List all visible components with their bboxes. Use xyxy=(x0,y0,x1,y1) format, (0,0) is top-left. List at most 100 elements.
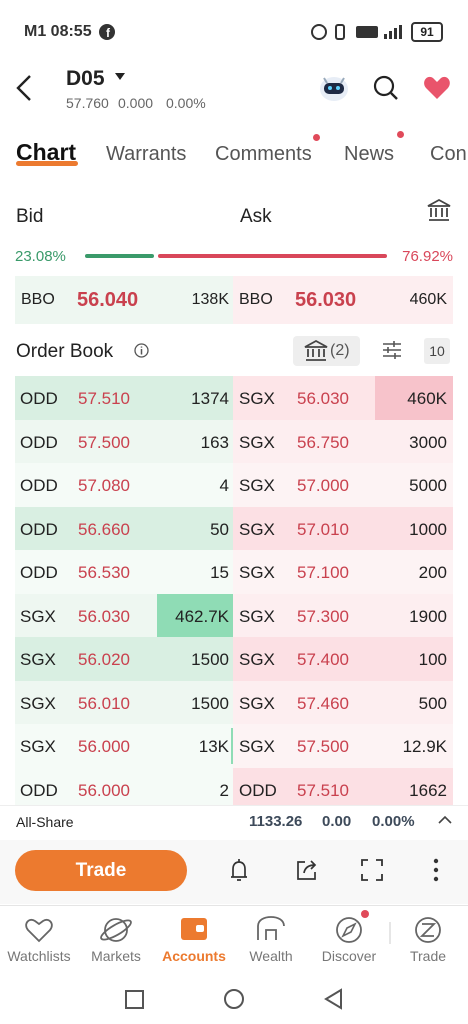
ask-row[interactable] xyxy=(233,637,453,681)
ask-row[interactable] xyxy=(233,724,453,768)
favorite-button[interactable] xyxy=(423,76,451,100)
fullscreen-button[interactable] xyxy=(361,859,383,881)
tab[interactable]: Con xyxy=(430,143,467,165)
bbo-bid-price: 56.040 xyxy=(77,289,139,311)
price-change: 0.000 xyxy=(118,95,154,111)
bid-row[interactable] xyxy=(15,724,233,768)
bid-price: 56.530 xyxy=(78,563,130,582)
nav-icons xyxy=(25,910,441,944)
nav-item[interactable]: Trade xyxy=(409,948,447,964)
ask-row[interactable] xyxy=(233,550,453,594)
bid-exchange: ODD xyxy=(20,389,58,408)
nav-item[interactable]: Watchlists xyxy=(7,948,71,964)
bid-price: 56.000 xyxy=(78,780,130,800)
ask-size: 1662 xyxy=(409,780,447,800)
active-tab-indicator xyxy=(16,161,78,166)
order-book-title: Order Book xyxy=(16,341,114,362)
ask-row[interactable] xyxy=(233,767,453,811)
bid-row[interactable] xyxy=(15,767,233,811)
bid-row[interactable] xyxy=(15,680,233,724)
bbo-label: BBO xyxy=(239,291,273,308)
ask-size: 200 xyxy=(418,563,447,582)
battery: 91 xyxy=(411,22,443,42)
ask-price: 56.030 xyxy=(297,389,349,408)
expand-caret[interactable] xyxy=(438,815,452,825)
tab[interactable]: Comments xyxy=(215,143,312,165)
info-icon[interactable] xyxy=(134,343,149,358)
bid-price: 57.080 xyxy=(78,476,130,495)
ask-price: 57.510 xyxy=(297,780,349,800)
bid-size: 50 xyxy=(210,519,229,539)
bid-exchange: SGX xyxy=(20,737,56,756)
ask-size: 100 xyxy=(418,650,447,669)
bid-row[interactable] xyxy=(15,637,233,681)
nav-item[interactable]: Discover xyxy=(321,948,377,964)
bid-size: 15 xyxy=(210,563,229,582)
depth-selector[interactable]: 10 xyxy=(424,338,450,364)
search-button[interactable] xyxy=(373,75,399,101)
ask-exchange: SGX xyxy=(239,389,275,408)
ask-exchange: SGX xyxy=(239,606,275,626)
bid-price: 56.010 xyxy=(78,693,130,713)
ask-price: 56.750 xyxy=(297,432,349,452)
nav-item[interactable]: Markets xyxy=(91,948,141,964)
bid-row[interactable] xyxy=(15,506,233,550)
size-highlight xyxy=(375,376,453,420)
tab[interactable]: News xyxy=(344,143,395,165)
assistant-icon[interactable] xyxy=(318,72,350,104)
nav-item[interactable]: Accounts xyxy=(162,948,226,964)
ask-row[interactable] xyxy=(233,506,453,550)
bid-size: 462.7K xyxy=(175,606,229,626)
bid-price: 56.030 xyxy=(78,606,130,626)
exchange-count: (2) xyxy=(330,342,350,359)
tab[interactable]: Chart xyxy=(16,139,77,165)
ask-exchange: SGX xyxy=(239,563,275,582)
bbo-label: BBO xyxy=(21,291,55,308)
system-nav xyxy=(125,988,342,1010)
bid-row[interactable] xyxy=(15,419,233,463)
nav-item[interactable]: Wealth xyxy=(249,948,293,964)
ask-size: 460K xyxy=(407,389,447,408)
exchange-filter[interactable] xyxy=(293,336,360,366)
share-button[interactable] xyxy=(295,858,319,882)
alert-button[interactable] xyxy=(227,858,251,882)
badge-dot xyxy=(313,134,320,141)
settings-button[interactable] xyxy=(381,340,403,360)
bid-label: Bid xyxy=(16,206,44,227)
last-price: 57.760 xyxy=(66,95,109,111)
bid-size: 4 xyxy=(219,476,229,495)
badge-dot xyxy=(397,131,404,138)
tab[interactable]: Warrants xyxy=(106,143,187,165)
ask-price: 57.000 xyxy=(297,476,349,495)
ask-row[interactable] xyxy=(233,593,453,637)
back-button[interactable] xyxy=(14,74,34,102)
bid-size: 1374 xyxy=(191,389,229,408)
bid-row[interactable] xyxy=(15,376,233,420)
bid-exchange: ODD xyxy=(20,519,58,539)
bid-row[interactable] xyxy=(15,463,233,507)
bid-row[interactable] xyxy=(15,550,233,594)
bid-exchange: SGX xyxy=(20,693,56,713)
facebook-icon: f xyxy=(99,24,115,40)
ask-row[interactable] xyxy=(233,680,453,724)
ask-percent: 76.92% xyxy=(402,248,453,265)
index-bar[interactable] xyxy=(0,805,468,840)
bid-price: 57.500 xyxy=(78,432,130,452)
bid-ratio xyxy=(85,254,154,258)
ask-row[interactable] xyxy=(233,463,453,507)
ask-exchange: SGX xyxy=(239,432,275,452)
ask-row[interactable] xyxy=(233,419,453,463)
price-change-pct: 0.00% xyxy=(166,95,206,111)
ask-size: 12.9K xyxy=(402,737,447,756)
ask-label: Ask xyxy=(240,206,272,227)
exchange-icon[interactable] xyxy=(426,198,452,222)
symbol[interactable]: D05 xyxy=(66,67,105,90)
index-change: 0.00 xyxy=(322,813,352,830)
symbol-dropdown[interactable] xyxy=(114,72,126,82)
trade-button[interactable]: Trade xyxy=(15,850,187,891)
more-button[interactable] xyxy=(432,858,440,882)
bid-size: 1500 xyxy=(191,650,229,669)
status-time: M1 08:55 xyxy=(24,23,92,40)
bid-exchange: SGX xyxy=(20,606,56,626)
